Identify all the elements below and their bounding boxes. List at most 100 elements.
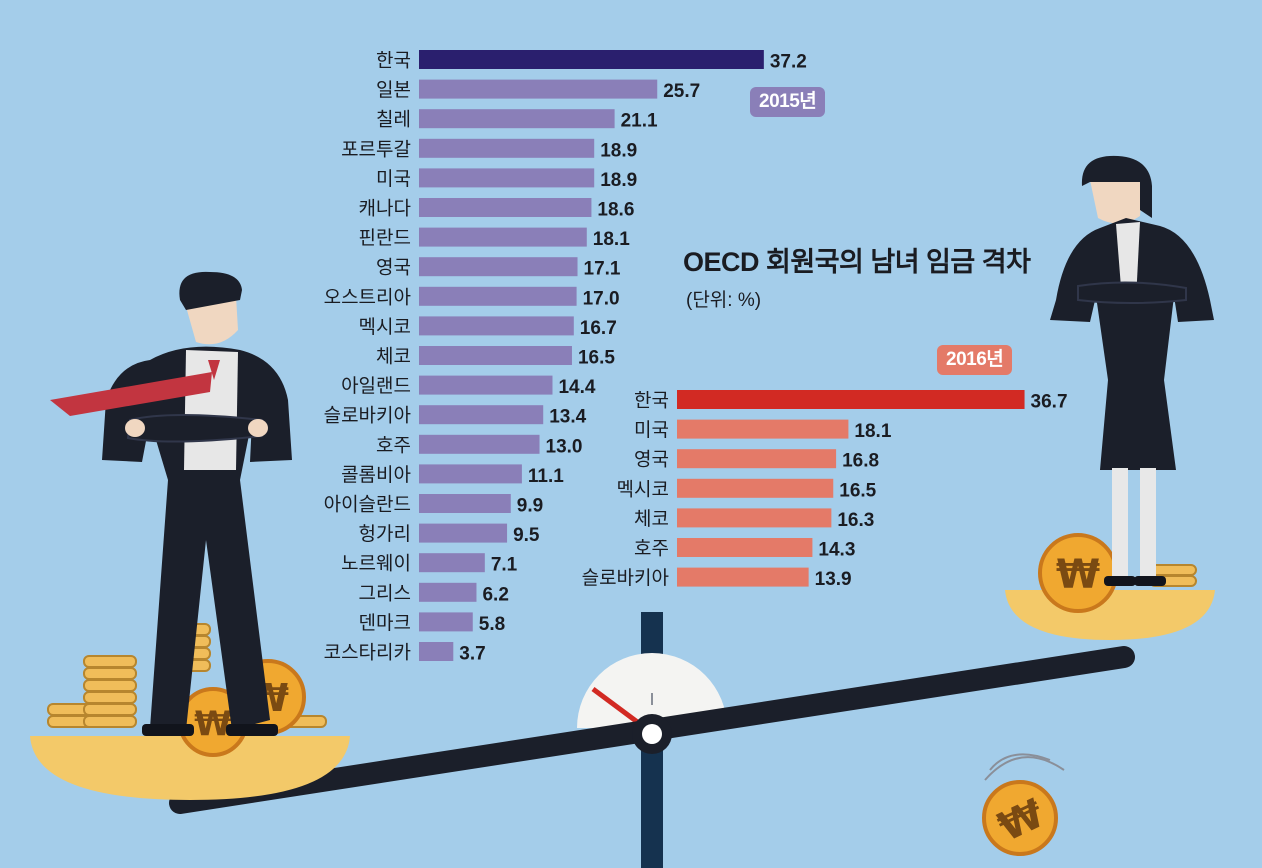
bar-2015-3	[419, 138, 595, 158]
category-label-2015-8: 오스트리아	[324, 286, 411, 308]
bar-2015-4	[419, 168, 595, 188]
category-label-2015-15: 아이슬란드	[324, 494, 411, 516]
value-label-2015-8: 17.0	[583, 288, 620, 309]
value-label-2016-2: 16.8	[842, 451, 879, 472]
bar-2015-8	[419, 286, 577, 306]
value-label-2016-0: 36.7	[1031, 392, 1068, 413]
value-label-2015-2: 21.1	[621, 111, 658, 132]
bar-2015-14	[419, 464, 522, 484]
category-label-2015-1: 일본	[376, 79, 411, 101]
category-label-2016-4: 체코	[634, 508, 669, 530]
category-label-2015-0: 한국	[376, 50, 411, 72]
falling-won-coin-icon: ₩	[982, 753, 1065, 856]
bar-2015-5	[419, 198, 592, 217]
businessman-icon	[50, 271, 292, 736]
bar-2015-6	[419, 227, 587, 247]
value-label-2016-4: 16.3	[837, 510, 874, 531]
won-coin-right-icon: ₩	[1038, 533, 1197, 613]
category-label-2015-5: 캐나다	[359, 198, 411, 220]
svg-text:₩: ₩	[1056, 552, 1100, 598]
category-label-2015-17: 노르웨이	[341, 553, 411, 575]
category-label-2015-10: 체코	[376, 346, 411, 368]
category-label-2015-19: 덴마크	[359, 612, 411, 634]
unit-label: (단위: %)	[686, 290, 762, 311]
value-label-2015-5: 18.6	[597, 200, 634, 221]
bar-2015-1	[419, 79, 658, 99]
category-label-2016-1: 미국	[634, 419, 669, 441]
value-label-2015-1: 25.7	[663, 81, 700, 102]
bar-2015-20	[419, 642, 454, 661]
pivot-icon	[642, 724, 662, 744]
category-label-2016-5: 호주	[634, 538, 669, 560]
value-label-2015-19: 5.8	[479, 614, 505, 635]
bar-2016-5	[677, 538, 813, 557]
category-label-2015-20: 코스타리카	[324, 642, 411, 664]
category-label-2015-16: 헝가리	[359, 523, 411, 545]
badge-2015: 2015년	[750, 87, 826, 117]
bar-2015-16	[419, 523, 508, 543]
category-label-2016-3: 멕시코	[617, 478, 669, 500]
businesswoman-icon	[1050, 155, 1214, 586]
category-label-2015-18: 그리스	[359, 582, 411, 604]
value-label-2015-11: 14.4	[558, 377, 595, 398]
bar-2016-6	[677, 567, 809, 587]
left-pan	[30, 736, 350, 800]
bar-2015-13	[419, 434, 540, 454]
category-label-2015-7: 영국	[376, 257, 411, 279]
category-label-2015-14: 콜롬비아	[341, 464, 411, 486]
bar-2015-7	[419, 257, 578, 277]
category-label-2015-11: 아일랜드	[341, 375, 411, 397]
bar-2015-0	[419, 50, 764, 69]
value-label-2016-1: 18.1	[854, 421, 891, 442]
value-label-2015-3: 18.9	[600, 140, 637, 161]
value-label-2015-6: 18.1	[593, 229, 630, 250]
value-label-2015-13: 13.0	[546, 436, 583, 457]
bar-2016-4	[677, 508, 832, 528]
bar-2015-11	[419, 375, 553, 395]
category-label-2015-4: 미국	[376, 168, 411, 190]
value-label-2015-0: 37.2	[770, 52, 807, 73]
bar-2015-17	[419, 553, 485, 573]
bar-2015-15	[419, 494, 511, 513]
category-label-2016-6: 슬로바키아	[582, 567, 669, 589]
bar-2015-18	[419, 582, 477, 602]
value-label-2016-6: 13.9	[815, 569, 852, 590]
scale-gauge-icon	[577, 653, 727, 728]
value-label-2016-3: 16.5	[839, 480, 876, 501]
gauge-needle-icon	[591, 686, 642, 727]
badge-2016: 2016년	[937, 345, 1013, 375]
category-label-2016-0: 한국	[634, 390, 669, 412]
value-label-2015-4: 18.9	[600, 170, 637, 191]
category-label-2015-2: 칠레	[376, 109, 411, 131]
bar-2015-19	[419, 612, 473, 632]
value-label-2015-7: 17.1	[584, 259, 621, 280]
chart-title: OECD 회원국의 남녀 임금 격차	[683, 247, 1031, 277]
category-label-2015-3: 포르투갈	[341, 138, 411, 160]
bar-2015-2	[419, 109, 615, 129]
value-label-2015-15: 9.9	[517, 496, 543, 517]
bar-2016-0	[677, 390, 1025, 409]
category-label-2015-6: 핀란드	[359, 227, 411, 249]
value-label-2015-18: 6.2	[482, 584, 508, 605]
svg-text:₩: ₩	[194, 704, 232, 744]
value-label-2015-17: 7.1	[491, 555, 518, 576]
bar-2015-10	[419, 346, 572, 365]
value-label-2015-10: 16.5	[578, 348, 615, 369]
category-label-2015-13: 호주	[376, 434, 411, 456]
value-label-2016-5: 14.3	[818, 540, 855, 561]
value-label-2015-12: 13.4	[549, 407, 586, 428]
category-label-2015-12: 슬로바키아	[324, 405, 411, 427]
value-label-2015-20: 3.7	[459, 644, 485, 665]
bar-2016-1	[677, 419, 849, 439]
bar-2015-9	[419, 316, 574, 336]
value-label-2015-16: 9.5	[513, 525, 540, 546]
value-label-2015-9: 16.7	[580, 318, 617, 339]
bar-2016-2	[677, 449, 837, 469]
bar-2015-12	[419, 405, 544, 425]
value-label-2015-14: 11.1	[528, 466, 564, 487]
category-label-2016-2: 영국	[634, 449, 669, 471]
bar-2016-3	[677, 478, 834, 498]
